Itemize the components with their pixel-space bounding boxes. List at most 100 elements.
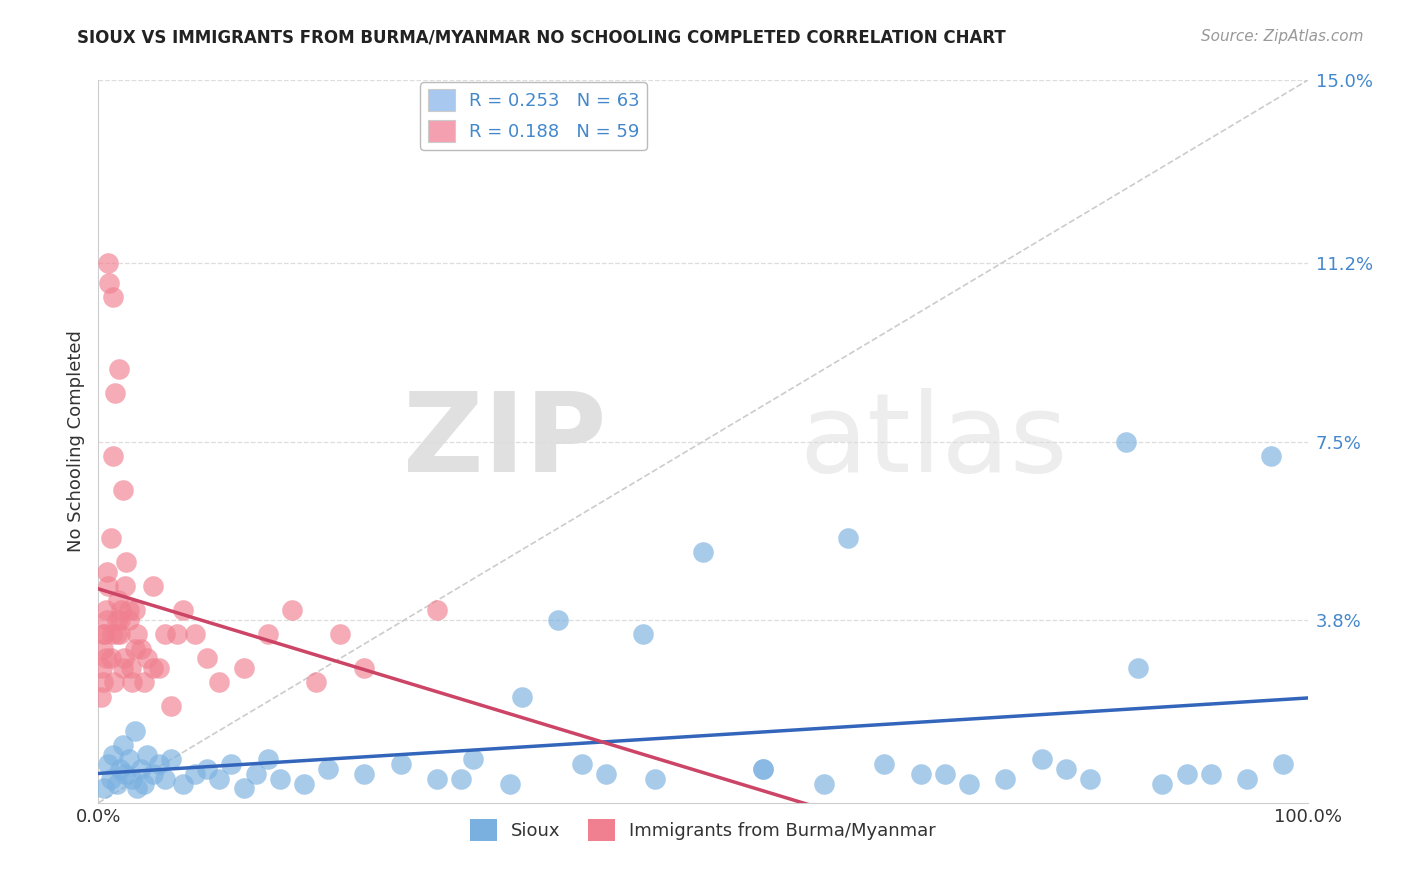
Legend: Sioux, Immigrants from Burma/Myanmar: Sioux, Immigrants from Burma/Myanmar [463, 812, 943, 848]
Point [96, 565, 118, 579]
Point [281, 603, 304, 617]
Point [1272, 757, 1295, 772]
Point [118, 603, 141, 617]
Point [129, 641, 152, 656]
Point [934, 767, 956, 781]
Point [353, 661, 375, 675]
Point [101, 290, 124, 304]
Point [245, 767, 267, 781]
Point [510, 690, 533, 704]
Point [107, 593, 129, 607]
Point [957, 776, 980, 790]
Point [184, 627, 207, 641]
Point [121, 772, 143, 786]
Point [129, 762, 152, 776]
Point [1031, 752, 1053, 766]
Point [1078, 772, 1101, 786]
Point [97, 757, 120, 772]
Point [108, 613, 131, 627]
Point [644, 772, 666, 786]
Point [256, 627, 278, 641]
Point [752, 762, 775, 776]
Point [910, 767, 932, 781]
Point [153, 627, 176, 641]
Point [93, 627, 115, 641]
Point [1175, 767, 1198, 781]
Point [269, 772, 291, 786]
Point [208, 772, 231, 786]
Point [1236, 772, 1258, 786]
Text: SIOUX VS IMMIGRANTS FROM BURMA/MYANMAR NO SCHOOLING COMPLETED CORRELATION CHART: SIOUX VS IMMIGRANTS FROM BURMA/MYANMAR N… [77, 29, 1007, 46]
Point [1054, 762, 1077, 776]
Point [195, 762, 218, 776]
Point [426, 603, 449, 617]
Point [100, 772, 122, 786]
Point [105, 613, 128, 627]
Point [121, 675, 143, 690]
Point [389, 757, 412, 772]
Point [108, 762, 131, 776]
Point [256, 752, 278, 766]
Point [134, 776, 156, 790]
Point [316, 762, 339, 776]
Point [93, 781, 115, 796]
Point [1128, 661, 1150, 675]
Y-axis label: No Schooling Completed: No Schooling Completed [66, 331, 84, 552]
Point [208, 675, 231, 690]
Point [98, 276, 121, 290]
Point [172, 603, 194, 617]
Point [105, 627, 128, 641]
Point [547, 613, 569, 627]
Point [292, 776, 315, 790]
Point [595, 767, 617, 781]
Point [498, 776, 520, 790]
Point [124, 603, 146, 617]
Point [172, 776, 194, 790]
Point [100, 651, 122, 665]
Point [153, 772, 176, 786]
Point [124, 723, 146, 738]
Text: ZIP: ZIP [404, 388, 606, 495]
Point [108, 362, 131, 376]
Text: atlas: atlas [800, 388, 1069, 495]
Point [232, 781, 254, 796]
Point [1260, 449, 1282, 463]
Point [426, 772, 449, 786]
Point [142, 579, 165, 593]
Point [148, 661, 170, 675]
Point [692, 545, 714, 559]
Point [166, 627, 188, 641]
Point [142, 661, 165, 675]
Point [994, 772, 1017, 786]
Point [103, 675, 125, 690]
Point [184, 767, 207, 781]
Point [111, 661, 134, 675]
Point [135, 651, 157, 665]
Point [837, 531, 859, 545]
Point [1199, 767, 1222, 781]
Point [111, 483, 134, 497]
Point [127, 627, 149, 641]
Point [91, 661, 114, 675]
Point [1115, 434, 1137, 449]
Point [108, 627, 131, 641]
Point [134, 675, 156, 690]
Point [127, 781, 149, 796]
Point [124, 641, 146, 656]
Point [97, 256, 120, 270]
Point [118, 752, 141, 766]
Point [101, 449, 124, 463]
Point [93, 627, 115, 641]
Point [114, 579, 136, 593]
Point [160, 752, 183, 766]
Point [1152, 776, 1174, 790]
Point [100, 531, 122, 545]
Point [104, 386, 127, 401]
Point [105, 776, 128, 790]
Point [118, 613, 141, 627]
Point [813, 776, 835, 790]
Point [160, 699, 183, 714]
Point [232, 661, 254, 675]
Point [148, 757, 170, 772]
Point [97, 579, 120, 593]
